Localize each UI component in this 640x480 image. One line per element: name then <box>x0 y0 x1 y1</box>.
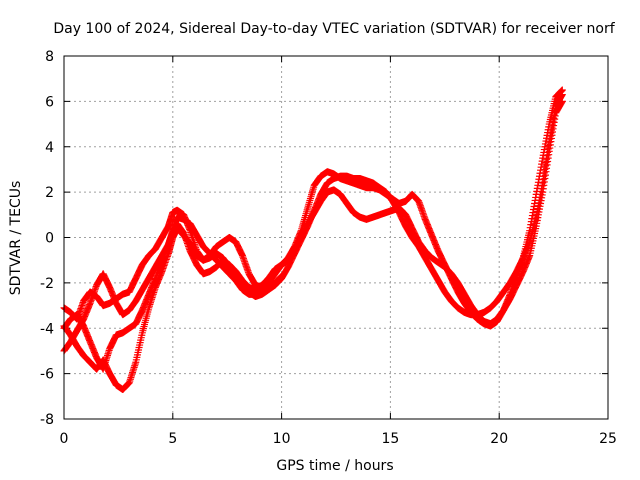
y-axis-label: SDTVAR / TECUs <box>8 181 24 296</box>
y-tick-label: 2 <box>45 185 54 201</box>
y-tick-label: -6 <box>40 367 54 383</box>
x-tick-label: 25 <box>599 431 617 447</box>
data-point <box>558 91 566 99</box>
x-tick-label: 20 <box>490 431 508 447</box>
series-track-d <box>60 224 286 394</box>
y-tick-label: -8 <box>40 412 54 428</box>
ticks: 0 5 10 15 20 25 -8 -6 -4 -2 0 2 4 6 8 <box>40 49 617 447</box>
y-tick-label: -2 <box>40 276 54 292</box>
data-points <box>60 86 566 394</box>
y-tick-label: -4 <box>40 321 54 337</box>
y-tick-label: 6 <box>45 94 54 110</box>
x-tick-label: 10 <box>273 431 291 447</box>
x-axis-label: GPS time / hours <box>276 458 393 474</box>
chart-title: Day 100 of 2024, Sidereal Day-to-day VTE… <box>53 21 615 37</box>
series-track-c <box>60 91 566 373</box>
x-tick-label: 5 <box>168 431 177 447</box>
x-tick-label: 0 <box>60 431 69 447</box>
y-tick-label: 4 <box>45 140 54 156</box>
x-tick-label: 15 <box>381 431 399 447</box>
y-tick-label: 0 <box>45 231 54 247</box>
y-tick-label: 8 <box>45 49 54 65</box>
plot-frame <box>63 55 609 420</box>
data-point <box>278 272 286 280</box>
